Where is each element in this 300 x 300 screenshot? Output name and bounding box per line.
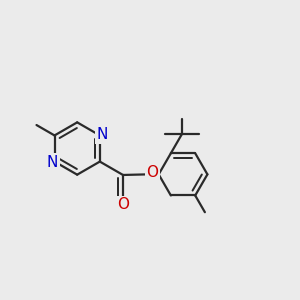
Text: O: O xyxy=(117,197,129,212)
Text: N: N xyxy=(97,127,108,142)
Text: O: O xyxy=(146,165,158,180)
Text: N: N xyxy=(46,155,58,170)
